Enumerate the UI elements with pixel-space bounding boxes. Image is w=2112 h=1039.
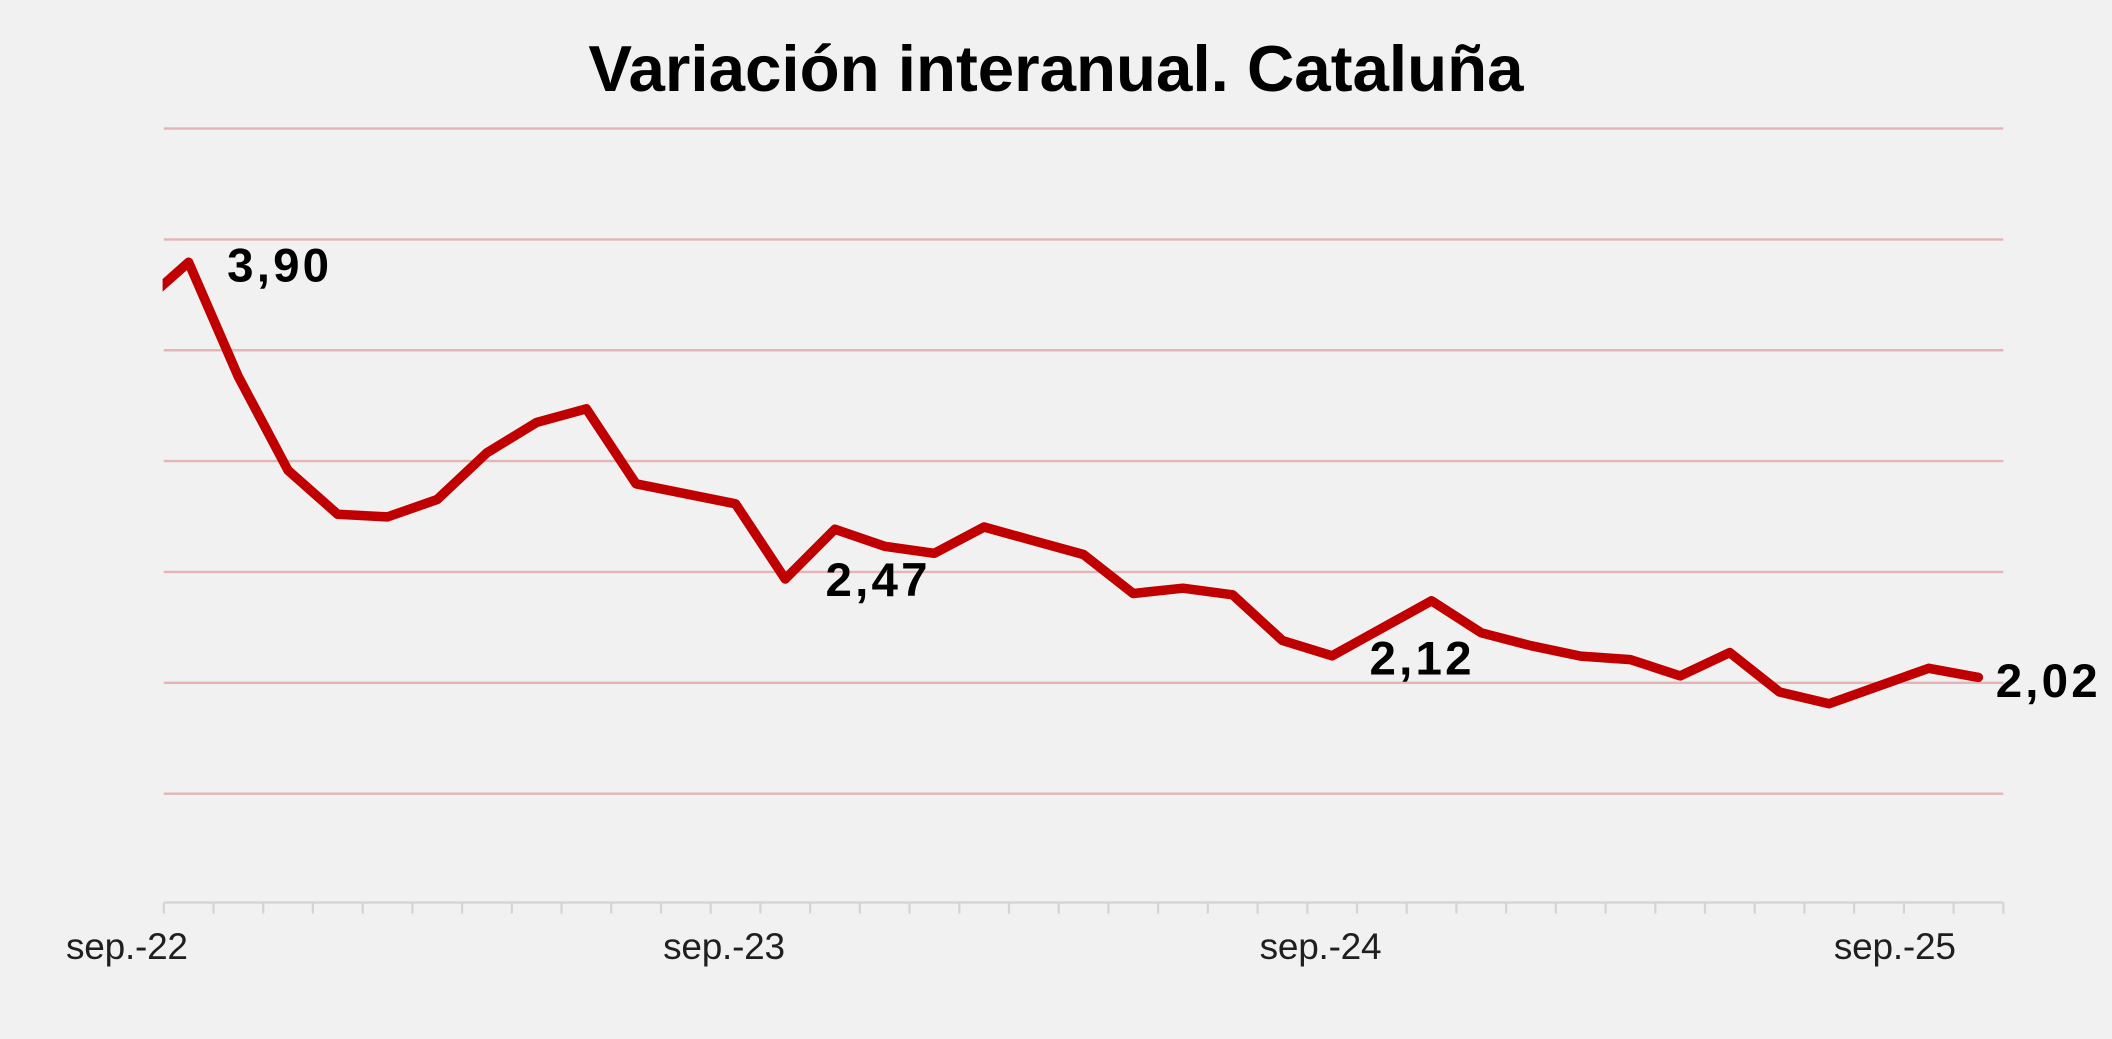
svg-text:sep.-22: sep.-22 — [66, 926, 188, 967]
svg-text:sep.-24: sep.-24 — [1260, 926, 1382, 967]
svg-text:2,47: 2,47 — [826, 554, 928, 607]
svg-text:3,90: 3,90 — [227, 240, 329, 293]
svg-text:Variación interanual. Cataluña: Variación interanual. Cataluña — [588, 32, 1524, 105]
svg-text:sep.-23: sep.-23 — [663, 926, 785, 967]
svg-text:2,02: 2,02 — [1996, 655, 2098, 708]
svg-text:sep.-25: sep.-25 — [1834, 926, 1956, 967]
svg-text:2,12: 2,12 — [1370, 632, 1472, 685]
